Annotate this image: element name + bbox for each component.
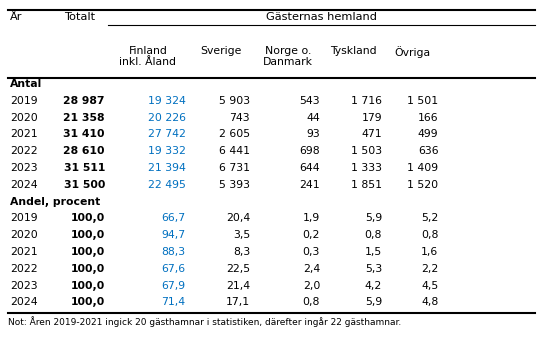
- Text: 44: 44: [306, 113, 320, 123]
- Text: 22 495: 22 495: [148, 180, 186, 190]
- Text: 94,7: 94,7: [161, 230, 186, 240]
- Text: Tyskland: Tyskland: [330, 46, 377, 56]
- Text: År: År: [10, 12, 23, 22]
- Text: 100,0: 100,0: [70, 213, 105, 223]
- Text: 21,4: 21,4: [226, 281, 250, 291]
- Text: 2020: 2020: [10, 230, 38, 240]
- Text: 20 226: 20 226: [147, 113, 186, 123]
- Text: 5 393: 5 393: [219, 180, 250, 190]
- Text: 179: 179: [362, 113, 382, 123]
- Text: 17,1: 17,1: [226, 297, 250, 307]
- Text: 1,5: 1,5: [365, 247, 382, 257]
- Text: 2024: 2024: [10, 297, 38, 307]
- Text: 1 520: 1 520: [407, 180, 438, 190]
- Text: Övriga: Övriga: [395, 46, 431, 58]
- Text: 2022: 2022: [10, 146, 38, 156]
- Text: 100,0: 100,0: [70, 281, 105, 291]
- Text: 100,0: 100,0: [70, 297, 105, 307]
- Text: 1 409: 1 409: [407, 163, 438, 173]
- Text: 22,5: 22,5: [226, 264, 250, 274]
- Text: 0,2: 0,2: [303, 230, 320, 240]
- Text: 0,8: 0,8: [303, 297, 320, 307]
- Text: 2023: 2023: [10, 163, 38, 173]
- Text: 21 394: 21 394: [148, 163, 186, 173]
- Text: 1 333: 1 333: [351, 163, 382, 173]
- Text: 19 324: 19 324: [148, 96, 186, 106]
- Text: 698: 698: [300, 146, 320, 156]
- Text: 1 716: 1 716: [351, 96, 382, 106]
- Text: 5,2: 5,2: [421, 213, 438, 223]
- Text: Andel, procent: Andel, procent: [10, 196, 101, 207]
- Text: Sverige: Sverige: [200, 46, 241, 56]
- Text: 28 987: 28 987: [63, 96, 105, 106]
- Text: 2024: 2024: [10, 180, 38, 190]
- Text: 6 441: 6 441: [219, 146, 250, 156]
- Text: 5 903: 5 903: [219, 96, 250, 106]
- Text: Norge o.
Danmark: Norge o. Danmark: [263, 46, 313, 68]
- Text: 5,3: 5,3: [365, 264, 382, 274]
- Text: 543: 543: [300, 96, 320, 106]
- Text: Not: Åren 2019-2021 ingick 20 gästhamnar i statistiken, därefter ingår 22 gästha: Not: Åren 2019-2021 ingick 20 gästhamnar…: [8, 316, 401, 327]
- Text: 31 511: 31 511: [63, 163, 105, 173]
- Text: 0,3: 0,3: [303, 247, 320, 257]
- Text: 2023: 2023: [10, 281, 38, 291]
- Text: 2022: 2022: [10, 264, 38, 274]
- Text: 2 605: 2 605: [219, 129, 250, 139]
- Text: 100,0: 100,0: [70, 264, 105, 274]
- Text: 2,2: 2,2: [421, 264, 438, 274]
- Text: 66,7: 66,7: [161, 213, 186, 223]
- Text: 241: 241: [300, 180, 320, 190]
- Text: 636: 636: [418, 146, 438, 156]
- Text: 100,0: 100,0: [70, 247, 105, 257]
- Text: 166: 166: [418, 113, 438, 123]
- Text: Finland
inkl. Åland: Finland inkl. Åland: [119, 46, 176, 68]
- Text: Gästernas hemland: Gästernas hemland: [266, 12, 377, 22]
- Text: 471: 471: [362, 129, 382, 139]
- Text: 499: 499: [418, 129, 438, 139]
- Text: 2021: 2021: [10, 129, 38, 139]
- Text: 743: 743: [230, 113, 250, 123]
- Text: 31 500: 31 500: [63, 180, 105, 190]
- Text: 93: 93: [306, 129, 320, 139]
- Text: 0,8: 0,8: [421, 230, 438, 240]
- Text: 1,9: 1,9: [303, 213, 320, 223]
- Text: 2019: 2019: [10, 96, 38, 106]
- Text: 4,5: 4,5: [421, 281, 438, 291]
- Text: 6 731: 6 731: [219, 163, 250, 173]
- Text: 2019: 2019: [10, 213, 38, 223]
- Text: Antal: Antal: [10, 79, 43, 89]
- Text: 2,0: 2,0: [303, 281, 320, 291]
- Text: 21 358: 21 358: [63, 113, 105, 123]
- Text: 31 410: 31 410: [63, 129, 105, 139]
- Text: 2,4: 2,4: [303, 264, 320, 274]
- Text: 67,9: 67,9: [161, 281, 186, 291]
- Text: 3,5: 3,5: [233, 230, 250, 240]
- Text: 0,8: 0,8: [365, 230, 382, 240]
- Text: 100,0: 100,0: [70, 230, 105, 240]
- Text: 71,4: 71,4: [161, 297, 186, 307]
- Text: 2020: 2020: [10, 113, 38, 123]
- Text: 88,3: 88,3: [161, 247, 186, 257]
- Text: 1 851: 1 851: [351, 180, 382, 190]
- Text: 1,6: 1,6: [421, 247, 438, 257]
- Text: 67,6: 67,6: [161, 264, 186, 274]
- Text: 28 610: 28 610: [63, 146, 105, 156]
- Text: 2021: 2021: [10, 247, 38, 257]
- Text: 1 501: 1 501: [407, 96, 438, 106]
- Text: 4,2: 4,2: [365, 281, 382, 291]
- Text: 644: 644: [300, 163, 320, 173]
- Text: 1 503: 1 503: [351, 146, 382, 156]
- Text: 20,4: 20,4: [226, 213, 250, 223]
- Text: 27 742: 27 742: [148, 129, 186, 139]
- Text: 5,9: 5,9: [365, 297, 382, 307]
- Text: Totalt: Totalt: [64, 12, 95, 22]
- Text: 8,3: 8,3: [233, 247, 250, 257]
- Text: 19 332: 19 332: [148, 146, 186, 156]
- Text: 4,8: 4,8: [421, 297, 438, 307]
- Text: 5,9: 5,9: [365, 213, 382, 223]
